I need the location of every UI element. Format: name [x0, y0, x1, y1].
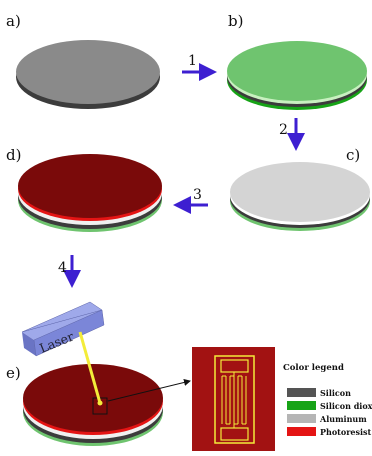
legend-label: Silicon dioxide: [320, 401, 372, 411]
legend-swatch: [287, 388, 316, 397]
zoomed-pattern: [192, 347, 275, 451]
color-legend: Color legend Silicon Silicon dioxide Alumi…: [283, 363, 372, 437]
panel-label-e: e): [6, 364, 21, 382]
wafer-a: [16, 40, 160, 109]
laser-beam: [78, 331, 102, 404]
legend-swatch: [287, 427, 316, 436]
legend-label: Aluminum: [319, 414, 367, 424]
zoom-arrow: [107, 379, 191, 402]
legend-label: Photoresist: [320, 427, 372, 437]
wafer-d: [18, 154, 162, 232]
step-number-3: 3: [193, 187, 202, 203]
step-number-4: 4: [58, 260, 67, 276]
legend-label: Silicon: [320, 388, 351, 398]
laser-source: [21, 301, 105, 357]
panel-label-b: b): [228, 12, 243, 30]
step-number-1: 1: [188, 53, 197, 69]
legend-swatch: [287, 401, 316, 410]
wafer-b: [227, 41, 367, 110]
panel-label-a: a): [6, 12, 21, 30]
panel-label-c: c): [346, 146, 360, 164]
panel-label-d: d): [6, 146, 21, 164]
wafer-e: [23, 364, 163, 446]
legend-title: Color legend: [283, 363, 344, 373]
step-number-2: 2: [279, 122, 288, 138]
laser-spot: [97, 400, 103, 406]
legend-swatch: [287, 414, 316, 423]
wafer-c: [230, 162, 370, 231]
